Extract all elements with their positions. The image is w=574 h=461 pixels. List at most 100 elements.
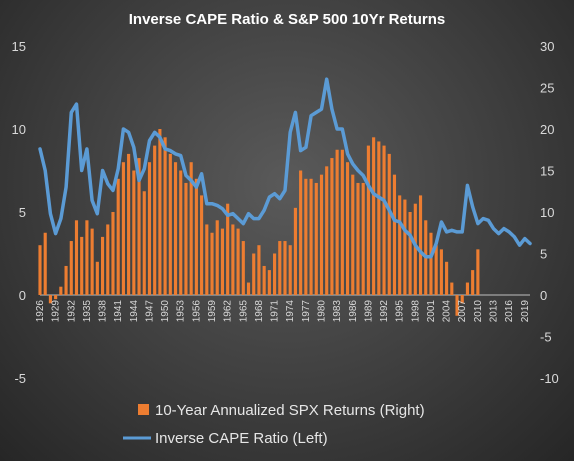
x-tick-label: 2016 bbox=[504, 300, 515, 323]
spx-return-bar bbox=[127, 153, 131, 295]
x-tick-label: 1932 bbox=[66, 300, 77, 323]
right-tick-label: 30 bbox=[540, 39, 554, 54]
spx-return-bar bbox=[246, 282, 251, 295]
spx-return-bar bbox=[205, 224, 209, 295]
legend-bar-label: 10-Year Annualized SPX Returns (Right) bbox=[155, 402, 425, 419]
x-tick-label: 2004 bbox=[442, 300, 453, 323]
left-axis: -5 0 5 10 15 bbox=[12, 39, 26, 386]
spx-return-bar bbox=[413, 203, 417, 295]
spx-return-bar bbox=[111, 212, 115, 295]
spx-return-bar bbox=[335, 149, 339, 295]
x-tick-label: 1953 bbox=[176, 300, 187, 323]
x-tick-label: 1977 bbox=[301, 300, 312, 323]
spx-return-bar bbox=[465, 282, 470, 295]
spx-return-bar bbox=[418, 195, 423, 295]
spx-return-bar bbox=[168, 153, 172, 295]
spx-return-bar bbox=[194, 178, 198, 295]
spx-return-bar bbox=[121, 162, 125, 295]
left-tick-label: 10 bbox=[12, 122, 26, 137]
spx-return-bar bbox=[64, 265, 68, 295]
spx-return-bar bbox=[450, 282, 454, 295]
spx-return-bar bbox=[106, 224, 110, 295]
spx-return-bar bbox=[173, 162, 178, 295]
spx-return-bar bbox=[471, 270, 475, 295]
spx-return-bar bbox=[366, 145, 370, 295]
spx-return-bar bbox=[460, 295, 464, 304]
spx-return-bar bbox=[59, 286, 63, 295]
spx-return-bar bbox=[340, 149, 344, 295]
right-tick-label: 0 bbox=[540, 288, 547, 303]
x-tick-label: 1929 bbox=[51, 300, 62, 323]
spx-return-bar bbox=[351, 174, 355, 295]
x-tick-label: 1926 bbox=[35, 300, 46, 323]
spx-return-bar bbox=[236, 228, 240, 295]
x-tick-label: 1998 bbox=[410, 300, 421, 323]
right-axis: -10 -5 0 5 10 15 20 25 30 bbox=[540, 39, 559, 386]
spx-return-bar bbox=[325, 166, 329, 295]
spx-return-bar bbox=[455, 295, 459, 316]
x-tick-label: 1935 bbox=[82, 300, 93, 323]
spx-return-bar bbox=[69, 241, 73, 295]
spx-return-bar bbox=[398, 195, 402, 295]
x-axis: 1926 1929 1932 1935 1938 1941 1944 1947 1950 1953… bbox=[35, 300, 531, 323]
x-tick-label: 2010 bbox=[473, 300, 484, 323]
spx-return-bar bbox=[163, 137, 167, 295]
x-tick-label: 2001 bbox=[426, 300, 437, 323]
spx-return-bar bbox=[220, 228, 225, 295]
spx-return-bar bbox=[377, 141, 381, 295]
x-tick-label: 1995 bbox=[395, 300, 406, 323]
spx-return-bar bbox=[153, 145, 157, 295]
spx-return-bar bbox=[95, 261, 99, 295]
spx-return-bar bbox=[48, 295, 52, 304]
spx-return-bar bbox=[309, 178, 313, 295]
right-tick-label: 15 bbox=[540, 164, 554, 179]
spx-return-bar bbox=[132, 170, 136, 295]
x-tick-label: 1959 bbox=[207, 300, 218, 323]
left-tick-label: -5 bbox=[14, 371, 26, 386]
spx-return-bar bbox=[314, 182, 318, 295]
spx-return-bar bbox=[262, 265, 266, 295]
spx-return-bar bbox=[189, 162, 193, 295]
spx-return-bar bbox=[330, 158, 334, 295]
spx-return-bar bbox=[54, 295, 58, 300]
spx-return-bar bbox=[319, 174, 324, 295]
spx-return-bar bbox=[356, 182, 360, 295]
x-tick-label: 1938 bbox=[98, 300, 109, 323]
x-tick-label: 1974 bbox=[285, 300, 296, 323]
x-tick-label: 1986 bbox=[348, 300, 359, 323]
spx-return-bar bbox=[278, 241, 282, 295]
spx-return-bar bbox=[100, 236, 105, 295]
spx-return-bar bbox=[179, 170, 183, 295]
x-tick-label: 1968 bbox=[254, 300, 265, 323]
spx-return-bar bbox=[445, 261, 449, 295]
x-tick-label: 1956 bbox=[191, 300, 202, 323]
left-tick-label: 15 bbox=[12, 39, 26, 54]
spx-return-bar bbox=[361, 182, 365, 295]
x-tick-label: 1941 bbox=[113, 300, 124, 323]
x-tick-label: 1971 bbox=[270, 300, 281, 323]
spx-return-bar bbox=[476, 249, 480, 295]
spx-return-bar bbox=[147, 162, 152, 295]
spx-return-bar bbox=[372, 137, 376, 295]
right-tick-label: -5 bbox=[540, 330, 552, 345]
spx-return-bar bbox=[288, 245, 292, 295]
spx-return-bar bbox=[38, 245, 42, 295]
spx-return-bar bbox=[403, 199, 407, 295]
right-tick-label: 5 bbox=[540, 247, 547, 262]
spx-return-bar bbox=[85, 220, 89, 295]
spx-return-bar bbox=[80, 236, 84, 295]
spx-return-bar bbox=[382, 145, 386, 295]
spx-return-bar bbox=[345, 162, 350, 295]
x-tick-label: 1992 bbox=[379, 300, 390, 323]
right-tick-label: 25 bbox=[540, 81, 554, 96]
x-tick-label: 1965 bbox=[238, 300, 249, 323]
right-tick-label: 10 bbox=[540, 205, 554, 220]
spx-return-bar bbox=[299, 170, 303, 295]
spx-return-bar bbox=[226, 203, 230, 295]
spx-return-bar bbox=[408, 212, 412, 295]
spx-return-bar bbox=[304, 178, 308, 295]
spx-return-bar bbox=[283, 241, 287, 295]
spx-return-bar bbox=[231, 224, 235, 295]
